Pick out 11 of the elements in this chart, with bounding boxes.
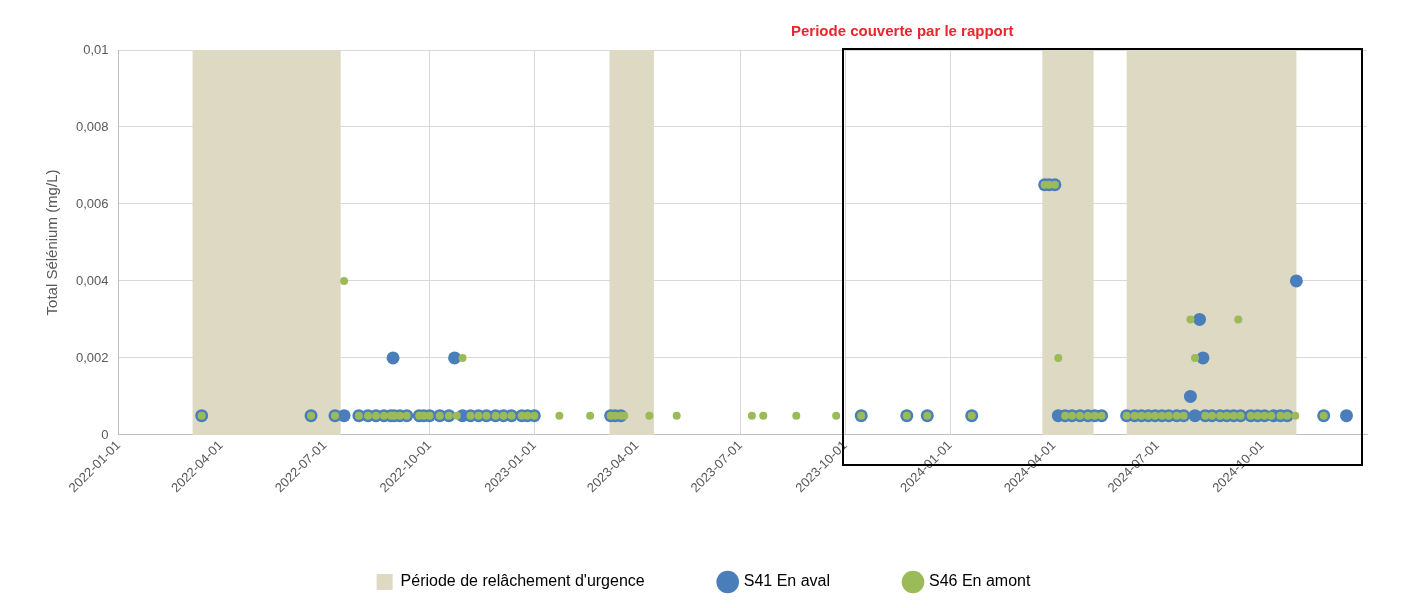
y-axis-title: Total Sélénium (mg/L)	[43, 169, 61, 316]
y-tick-label: 0,008	[75, 118, 109, 134]
y-tick-label: 0,006	[75, 195, 109, 211]
legend-label: Période de relâchement d'urgence	[400, 572, 645, 590]
y-tick-label: 0,002	[75, 349, 109, 365]
text: Periode couverte par le rapport	[787, 22, 1018, 39]
y-tick-label: 0,004	[75, 272, 109, 288]
legend-label: S41 En aval	[743, 572, 830, 590]
legend-label: S46 En amont	[928, 572, 1031, 590]
y-tick-label: 0,01	[83, 41, 109, 57]
y-tick-label: 0	[101, 426, 109, 442]
